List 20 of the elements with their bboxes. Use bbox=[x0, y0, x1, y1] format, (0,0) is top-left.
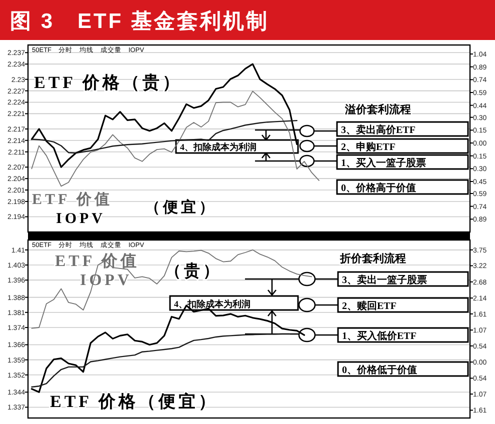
annotation: 1、买入一篮子股票 bbox=[341, 157, 426, 169]
annotation: 2、赎回ETF bbox=[342, 300, 396, 312]
annotation: 2、申购ETF bbox=[341, 141, 396, 153]
annotation: ETF 价格（便宜） bbox=[50, 392, 219, 411]
annotation: ETF 价值 bbox=[55, 252, 140, 270]
annotation: 0、价格高于价值 bbox=[341, 182, 416, 194]
annotation: 0、价格低于价值 bbox=[342, 364, 417, 376]
annotation: （便宜） bbox=[145, 198, 217, 216]
annotation: 3、卖出高价ETF bbox=[341, 124, 416, 136]
annotation: IOPV bbox=[56, 211, 106, 227]
annotation: 4、扣除成本为利润 bbox=[174, 299, 250, 309]
annotation: 4、扣除成本为利润 bbox=[180, 142, 256, 152]
annotation: 3、卖出一篮子股票 bbox=[342, 274, 427, 286]
annotation: 1、买入低价ETF bbox=[342, 330, 416, 342]
chart-title: 图 3 ETF 基金套利机制 bbox=[10, 10, 270, 33]
annotation: ETF 价值 bbox=[32, 191, 112, 208]
annotation: ETF 价格（贵） bbox=[34, 73, 183, 92]
annotation: 溢价套利流程 bbox=[344, 103, 411, 116]
annotation: （贵） bbox=[165, 262, 222, 280]
annotation: 折价套利流程 bbox=[339, 252, 406, 265]
